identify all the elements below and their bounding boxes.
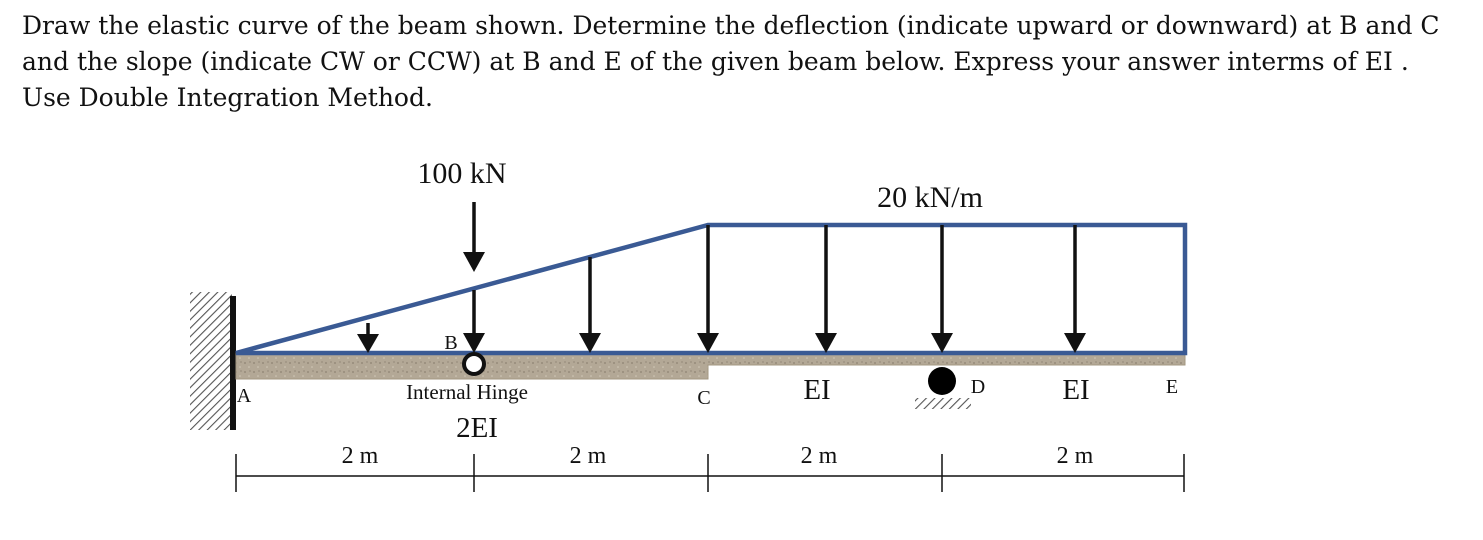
hinge-label: Internal Hinge <box>406 380 528 404</box>
dimension-line <box>235 454 1185 492</box>
stiffness-label-cd: EI <box>803 374 830 406</box>
stiffness-label-ac: 2EI <box>456 412 498 444</box>
roller-ground-hatch <box>915 398 971 409</box>
stiffness-label-de: EI <box>1062 374 1089 406</box>
point-load-label: 100 kN <box>417 157 506 190</box>
point-label-b: B <box>444 332 457 354</box>
down-arrow-icon <box>697 225 719 353</box>
problem-statement: Draw the elastic curve of the beam shown… <box>22 11 1440 112</box>
down-arrow-icon <box>357 323 379 353</box>
distributed-load-outline <box>235 222 1188 356</box>
span-label-3: 2 m <box>801 443 838 469</box>
span-label-2: 2 m <box>570 443 607 469</box>
down-arrow-icon <box>931 225 953 353</box>
point-label-e: E <box>1166 376 1178 398</box>
down-arrow-icon <box>463 290 485 353</box>
roller-support-icon <box>928 367 956 395</box>
fixed-support-hatch <box>190 292 232 430</box>
distributed-load-arrows <box>357 225 1086 353</box>
point-label-a: A <box>237 385 252 407</box>
point-label-d: D <box>971 376 985 398</box>
down-arrow-icon <box>815 225 837 353</box>
beam <box>235 352 1186 380</box>
span-label-1: 2 m <box>342 443 379 469</box>
down-arrow-icon <box>579 257 601 353</box>
hinge-circle <box>462 352 486 376</box>
point-load-arrow <box>463 202 485 272</box>
down-arrow-icon <box>1064 225 1086 353</box>
distributed-load-label: 20 kN/m <box>877 181 983 214</box>
point-label-c: C <box>697 387 710 409</box>
span-label-4: 2 m <box>1057 443 1094 469</box>
